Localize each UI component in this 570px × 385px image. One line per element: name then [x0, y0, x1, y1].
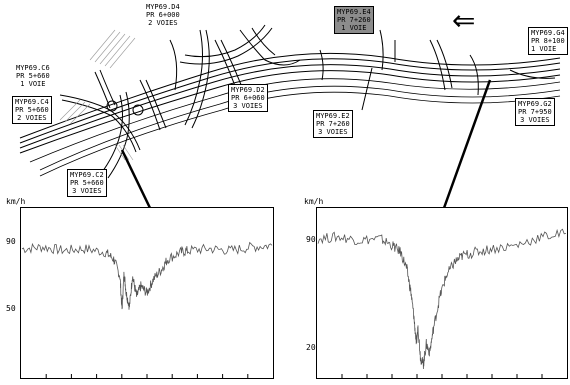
speed-series-line: [317, 228, 567, 370]
station-box-g4: MYP69.G4 PR 8+100 1 VOIE: [528, 27, 568, 55]
motorway-lane: [39, 85, 561, 171]
station-label-c6: MYP69.C6 PR 5+660 1 VOIE: [16, 64, 50, 88]
station-box-e4: MYP69.E4 PR 7+260 1 VOIE: [334, 6, 374, 34]
ramp: [509, 69, 556, 79]
ramp: [191, 29, 210, 129]
ramp: [239, 29, 301, 66]
ramp: [94, 71, 111, 109]
station-box-d2: MYP69.D2 PR 6+060 3 VOIES: [228, 84, 268, 112]
right-chart-tick-20: 20: [306, 343, 316, 352]
station-box-g2: MYP69.G2 PR 7+950 3 VOIES: [515, 98, 555, 126]
motorway-lane: [39, 91, 561, 177]
ramp: [169, 39, 178, 91]
left-chart-tick-50: 50: [6, 304, 16, 313]
ramp: [139, 79, 161, 131]
left-chart-unit: km/h: [6, 197, 26, 206]
motorway-lane: [19, 52, 561, 139]
right-speed-chart: [316, 207, 568, 379]
ramp: [429, 39, 446, 91]
road-network-map: [19, 24, 561, 209]
ramp: [61, 99, 137, 153]
ramp: [184, 24, 266, 58]
left-chart-tick-90: 90: [6, 237, 16, 246]
ramp: [107, 91, 130, 179]
connector-left: [120, 149, 152, 209]
ramp: [251, 27, 276, 56]
station-box-c2: MYP69.C2 PR 5+660 3 VOIES: [67, 169, 107, 197]
right-chart-unit: km/h: [304, 197, 324, 206]
hatched-area: [59, 29, 136, 161]
motorway-lane: [29, 78, 561, 163]
station-box-c4: MYP69.C4 PR 5+660 2 VOIES: [12, 96, 52, 124]
station-label-d4: MYP69.D4 PR 6+000 2 VOIES: [146, 3, 180, 27]
ramp: [436, 39, 453, 89]
ramp: [184, 29, 203, 126]
connector-right: [442, 79, 492, 209]
loop-ramp: [132, 104, 144, 116]
loop-ramp: [106, 100, 118, 112]
ramp: [379, 29, 384, 71]
ramp: [469, 54, 479, 96]
motorway-lane: [19, 58, 561, 144]
speed-series-line: [21, 241, 273, 310]
ramp: [99, 69, 116, 106]
ramp: [145, 79, 167, 129]
station-box-e2: MYP69.E2 PR 7+260 3 VOIES: [313, 110, 353, 138]
ramp: [179, 27, 273, 65]
ramp: [59, 94, 141, 151]
ramp: [99, 94, 123, 176]
motorway-lane: [19, 70, 561, 154]
right-chart-tick-90: 90: [306, 235, 316, 244]
ramp: [319, 49, 324, 81]
leader-line: [361, 67, 373, 111]
direction-arrow: ⇐: [452, 4, 476, 37]
left-speed-chart: [20, 207, 274, 379]
